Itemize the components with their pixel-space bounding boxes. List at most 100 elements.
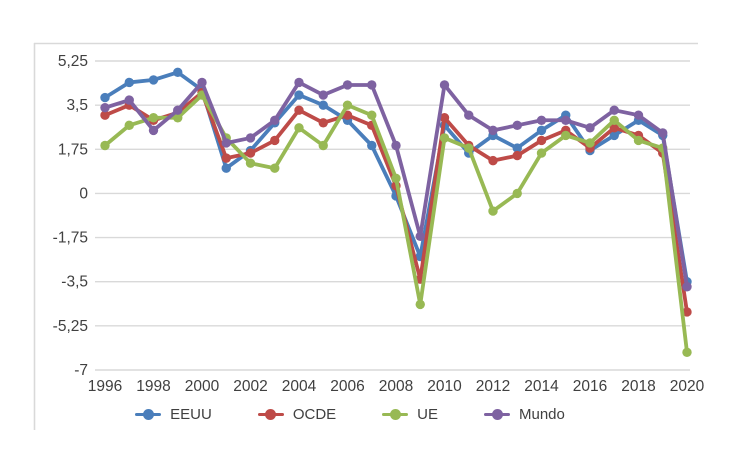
x-axis-tick-label: 1996 [88,378,122,395]
data-point-eeuu [318,100,328,110]
legend-line-marker-icon [484,409,510,420]
data-point-ue [488,206,498,216]
x-axis-tick-label: 2014 [524,378,559,395]
data-point-mundo [585,123,595,133]
data-point-ue [148,113,159,123]
data-point-ue [391,173,401,183]
data-point-eeuu [148,75,159,85]
data-point-ue [415,299,425,310]
data-point-ue [633,135,644,146]
y-axis-tick-label: -5,25 [53,318,88,335]
data-point-mundo [658,128,668,138]
data-point-ocde [609,123,619,133]
data-point-mundo [294,77,304,88]
data-point-ue [294,123,304,133]
data-point-ue [464,143,474,153]
data-point-ocde [342,110,353,120]
data-point-eeuu [512,143,522,153]
x-axis-tick-label: 1998 [136,378,170,395]
legend-label: EEUU [170,406,212,423]
data-point-mundo [197,77,207,88]
data-point-eeuu [367,140,377,151]
data-point-ue [536,148,547,158]
y-axis-tick-label: 3,5 [66,97,88,114]
data-point-ue [173,113,183,123]
legend: EEUU OCDE UE Mundo [0,406,700,423]
data-point-ue [245,158,256,168]
data-point-mundo [148,125,159,136]
y-axis-tick-label: -1,75 [53,230,88,247]
data-point-mundo [245,133,256,143]
data-point-ocde [536,135,547,146]
data-point-mundo [561,115,571,125]
data-point-ocde [439,113,450,123]
data-point-mundo [415,231,425,242]
data-point-mundo [536,115,547,125]
x-axis-tick-label: 2010 [427,378,462,395]
y-axis-tick-label: -3,5 [61,274,88,291]
data-point-ocde [245,148,256,158]
data-point-ue [512,188,522,199]
data-point-mundo [173,105,183,115]
legend-line-marker-icon [257,409,284,420]
x-axis-tick-label: 2020 [670,378,705,395]
x-axis-tick-label: 2000 [185,378,220,395]
data-point-mundo [682,282,692,292]
x-axis-tick-label: 2008 [379,378,413,395]
data-point-ue [100,140,110,151]
data-point-mundo [124,95,134,105]
series-line-ocde [103,90,689,314]
x-axis-tick-label: 2004 [282,378,317,395]
data-point-mundo [318,90,328,100]
data-point-mundo [391,140,401,151]
data-point-mundo [488,125,498,136]
data-point-mundo [270,115,280,125]
data-point-ocde [318,118,328,128]
x-axis-tick-label: 2002 [233,378,267,395]
data-point-eeuu [536,125,547,136]
legend-label: Mundo [519,406,565,423]
legend-item-ue: UE [382,406,438,423]
data-point-mundo [512,120,522,131]
data-point-mundo [342,80,353,90]
data-point-ue [342,100,353,110]
data-point-ocde [270,135,280,146]
data-point-ue [439,133,450,143]
data-point-mundo [100,102,110,113]
data-point-eeuu [124,77,134,88]
y-axis-tick-label: 1,75 [58,141,88,158]
y-axis-tick-label: 0 [79,185,88,202]
legend-item-eeuu: EEUU [135,406,212,423]
legend-label: UE [417,406,438,423]
series-line-ue [103,93,689,355]
x-axis-tick-label: 2006 [330,378,364,395]
data-point-ocde [682,307,692,317]
x-axis-tick-label: 2016 [573,378,607,395]
data-point-ocde [221,153,231,163]
legend-line-marker-icon [135,409,162,420]
data-point-ue [124,120,134,131]
data-point-ocde [512,150,522,161]
data-point-mundo [367,80,377,90]
legend-item-ocde: OCDE [257,406,337,423]
data-point-ocde [294,105,304,115]
data-point-ue [609,115,619,125]
x-axis-tick-label: 2018 [621,378,655,395]
data-point-mundo [609,105,619,115]
data-point-mundo [633,110,644,120]
data-point-mundo [221,138,231,148]
data-point-ue [682,347,692,358]
data-point-ue [561,130,571,141]
legend-label: OCDE [292,406,337,423]
data-point-eeuu [609,130,619,141]
data-point-eeuu [294,90,304,100]
data-point-eeuu [100,92,110,103]
data-point-ue [585,138,595,148]
data-point-ue [318,140,328,151]
legend-line-marker-icon [382,409,409,420]
data-point-mundo [464,110,474,120]
y-axis-tick-label: 5,25 [58,53,88,70]
data-point-ue [270,163,280,173]
